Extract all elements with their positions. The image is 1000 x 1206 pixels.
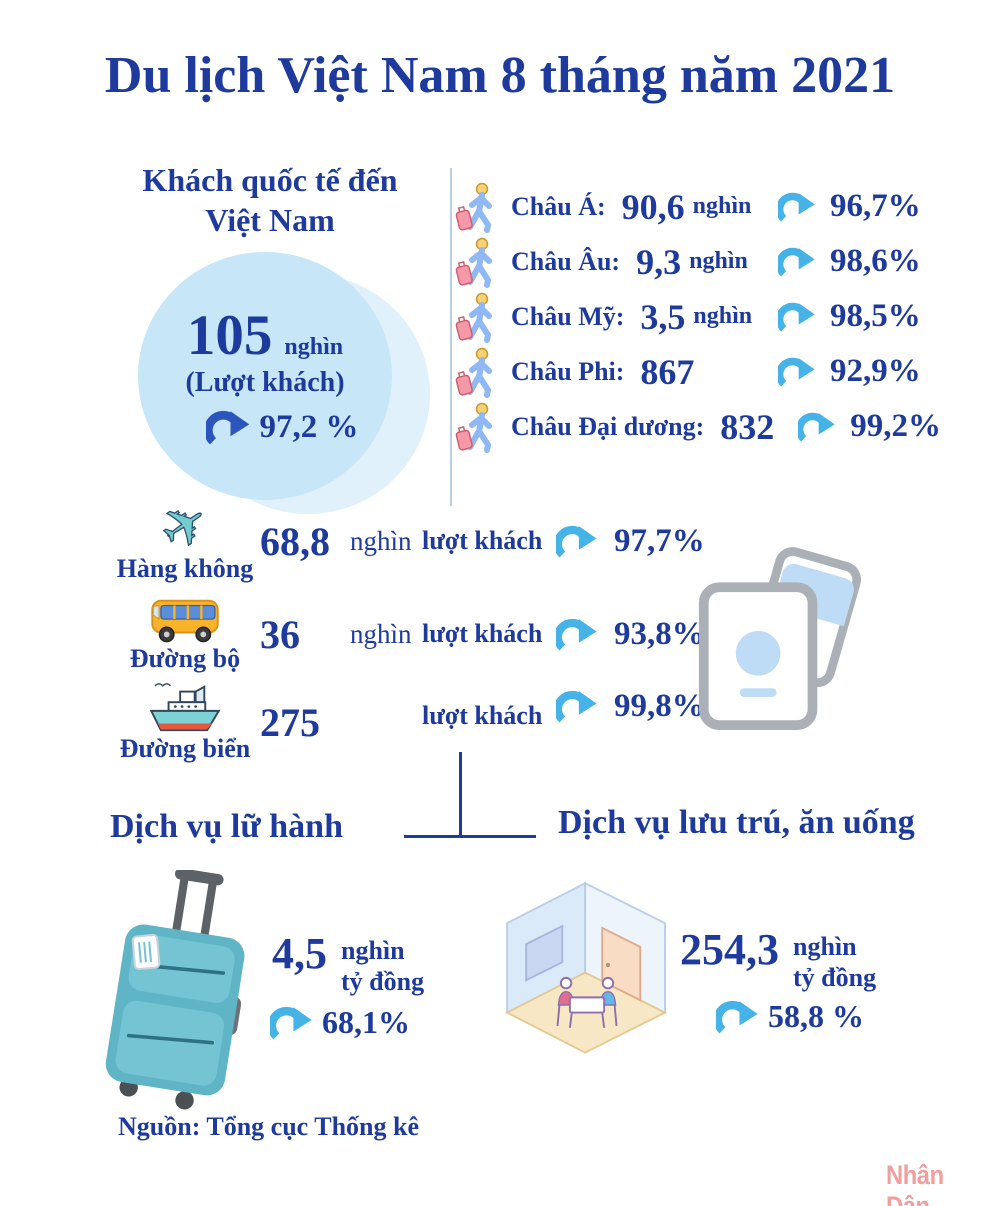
accommodation-services-unit-line1: nghìn [793,932,857,961]
change-arrow-icon [778,357,815,387]
continent-change: 99,2% [850,408,942,444]
continent-value: 9,3 [636,241,682,282]
continent-unit: nghìn [692,193,752,219]
transport-unit: nghìn [350,618,412,649]
transport-value: 275 [260,699,320,745]
change-arrow-icon [778,302,815,332]
source-note: Nguồn: Tổng cục Thống kê [118,1112,420,1141]
total-visitors-label: (Lượt khách) [185,366,345,398]
traveler-icon [455,346,501,398]
transport-change: 93,8% [614,615,705,652]
traveler-icon [455,401,501,453]
continent-row-oceania: Châu Đại dương: 832 99,2% [455,399,941,454]
travel-services-title: Dịch vụ lữ hành [110,808,343,845]
transport-change: 97,7% [614,522,705,559]
accommodation-services-title: Dịch vụ lưu trú, ăn uống [558,804,915,841]
traveler-icon [455,291,501,343]
traveler-icon [455,181,501,233]
continent-row-europe: Châu Âu: 9,3 nghìn 98,6% [455,234,930,289]
continent-label: Châu Âu: [511,246,621,276]
accommodation-services-value-group: 254,3 nghìn tỷ đồng [680,926,876,993]
transport-row-road: Đường bộ 36 nghìn lượt khách 93,8% [116,594,705,674]
continent-row-america: Châu Mỹ: 3,5 nghìn 98,5% [455,289,930,344]
transport-label: Đường biển [119,734,251,763]
transport-suffix: lượt khách [422,526,543,555]
continent-unit: nghìn [689,248,748,274]
total-visitors-unit: nghìn [284,333,344,360]
continent-label: Châu Đại dương: [511,411,705,441]
page-title: Du lịch Việt Nam 8 tháng năm 2021 [104,47,896,104]
vertical-divider [450,168,452,506]
transport-value: 36 [260,611,300,657]
transport-value: 68,8 [260,518,330,564]
international-heading-line2: Việt Nam [205,202,335,238]
accommodation-services-value: 254,3 [680,925,779,974]
nhan-dan-logo: Nhân Dân [886,1160,986,1206]
change-arrow-icon [206,410,250,445]
bottom-divider-horizontal [404,835,536,838]
change-arrow-icon [778,192,815,222]
travel-services-unit-line1: nghìn [341,936,405,965]
travel-services-change-group: 68,1% [270,1004,410,1041]
suitcase-icon [105,870,245,1110]
continent-label: Châu Á: [511,191,606,221]
passport-icon [698,547,861,730]
continent-change: 98,6% [830,243,921,279]
transport-change: 99,8% [614,687,705,724]
change-arrow-icon [270,1006,312,1040]
ship-icon [150,682,220,732]
accommodation-services-change-group: 58,8 % [716,998,864,1035]
continent-value: 867 [640,351,695,392]
continent-value: 3,5 [640,296,686,337]
continents-list: Châu Á: 90,6 nghìn 96,7% Châu Âu: 9,3 ng… [455,179,941,454]
transport-unit: nghìn [350,525,412,556]
travel-services-unit-line2: tỷ đồng [341,967,425,996]
international-heading: Khách quốc tế đến Việt Nam [90,160,450,240]
total-visitors-change: 97,2 % [259,408,359,445]
change-arrow-icon [556,525,597,558]
travel-services-value: 4,5 [272,929,327,978]
travel-services-value-group: 4,5 nghìn tỷ đồng [272,930,424,997]
bottom-divider-vertical [459,752,462,836]
total-visitors-value: 105 [186,303,273,367]
accommodation-services-change: 58,8 % [768,998,864,1034]
transport-suffix: lượt khách [422,619,543,648]
continent-change: 92,9% [830,353,921,389]
transport-label: Đường bộ [129,644,241,673]
transport-label: Hàng không [116,554,254,583]
bubble-main-circle: 105 nghìn (Lượt khách) 97,2 % [138,252,392,500]
change-arrow-icon [798,412,835,442]
change-arrow-icon [556,618,597,651]
transport-row-sea: Đường biển 275 lượt khách 99,8% [116,680,705,764]
transport-suffix: lượt khách [422,701,543,730]
continent-change: 98,5% [830,298,921,334]
accommodation-services-unit-line2: tỷ đồng [793,963,877,992]
continent-row-asia: Châu Á: 90,6 nghìn 96,7% [455,179,930,234]
traveler-icon [455,236,501,288]
continent-label: Châu Mỹ: [511,301,625,331]
room-icon [505,881,668,1054]
continent-value: 832 [720,406,775,447]
continent-label: Châu Phi: [511,356,625,386]
change-arrow-icon [778,247,815,277]
change-arrow-icon [556,690,597,723]
airplane-icon: ✈ [146,486,223,567]
transport-row-air: ✈ Hàng không 68,8 nghìn lượt khách 97,7% [116,486,705,584]
bus-icon [151,599,219,643]
continent-value: 90,6 [621,186,685,227]
transport-list: ✈ Hàng không 68,8 nghìn lượt khách 97,7%… [116,486,705,764]
continent-unit: nghìn [693,303,753,329]
change-arrow-icon [716,1000,758,1034]
international-heading-line1: Khách quốc tế đến [142,162,398,198]
continent-row-africa: Châu Phi: 867 92,9% [455,344,930,399]
continent-change: 96,7% [830,188,921,224]
total-visitors-bubble: 105 nghìn (Lượt khách) 97,2 % [138,252,438,516]
travel-services-change: 68,1% [322,1004,410,1040]
